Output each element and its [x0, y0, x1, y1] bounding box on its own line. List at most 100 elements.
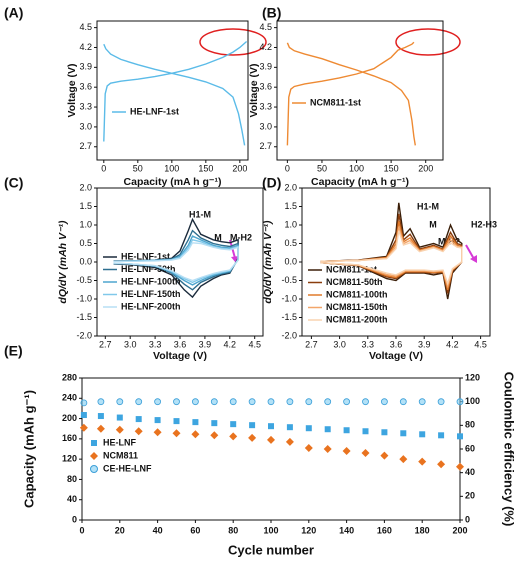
y-tick-label: 4.2: [259, 42, 272, 52]
annotation: M-H2: [230, 232, 252, 242]
panel-label: (C): [4, 175, 23, 191]
annotation: H1-M: [189, 209, 211, 219]
y-tick-label: 3.6: [79, 82, 92, 92]
point: [380, 398, 388, 406]
y-tick-label: 0.0: [284, 256, 297, 266]
x-tick-label: 4.5: [248, 339, 261, 349]
x-tick-label: 2.7: [99, 339, 112, 349]
y-tick-label: 1.5: [79, 201, 92, 211]
data-line: [113, 235, 239, 286]
y2-tick-label: 120: [465, 372, 480, 382]
point: [400, 430, 407, 437]
panel: (A) 0 50 100 150 200 2.7 3.0 3.3 3.6 3.9 4.2 4.5 Capa…: [4, 5, 249, 188]
point: [116, 398, 124, 406]
x-tick-label: 0: [79, 525, 84, 535]
point: [268, 423, 274, 430]
x-tick-label: 4.2: [446, 339, 459, 349]
panel: (D) 2.7 3.0 3.3 3.6 3.9 4.2 4.5 -2.0 -1.5 -1.0 -0.5…: [262, 175, 497, 362]
point: [210, 431, 219, 440]
x-tick-label: 100: [349, 163, 364, 173]
panel-label: (B): [262, 5, 281, 21]
point: [191, 398, 199, 406]
x-tick-label: 80: [228, 525, 238, 535]
x-tick-label: 100: [164, 163, 179, 173]
y-tick-label: 280: [62, 372, 77, 382]
point: [343, 427, 350, 434]
y-tick-label: 0.5: [79, 238, 92, 248]
point: [456, 462, 464, 471]
y2-tick-label: 40: [465, 467, 475, 477]
highlight-ellipse: [395, 28, 461, 56]
point: [135, 398, 143, 406]
point: [324, 426, 331, 433]
data-line: [320, 230, 463, 286]
y-tick-label: -2.0: [76, 330, 92, 340]
point: [116, 414, 123, 421]
point: [399, 455, 408, 464]
x-tick-label: 3.3: [362, 339, 375, 349]
x-tick-label: 3.6: [174, 339, 187, 349]
point: [286, 424, 293, 431]
y-tick-label: 200: [62, 413, 77, 423]
y-tick-label: 1.0: [284, 219, 297, 229]
x-tick-label: 3.0: [333, 339, 346, 349]
x-axis-title: Cycle number: [228, 542, 314, 557]
point: [437, 398, 445, 406]
highlight-ellipse: [199, 28, 267, 56]
y-tick-label: 3.0: [259, 121, 272, 131]
y-tick-label: 3.3: [79, 101, 92, 111]
point: [249, 422, 256, 429]
point: [323, 445, 332, 453]
annotation: M: [214, 232, 222, 242]
y-tick-label: -1.0: [76, 293, 92, 303]
y-tick-label: 3.0: [79, 121, 92, 131]
arrow-head: [231, 256, 239, 263]
point: [173, 418, 180, 425]
x-tick-label: 150: [198, 163, 213, 173]
point: [305, 425, 312, 432]
point: [380, 451, 389, 460]
point: [456, 398, 464, 406]
x-axis-title: Voltage (V): [153, 350, 207, 362]
y-tick-label: -0.5: [281, 275, 297, 285]
legend-label: HE-LNF-150th: [121, 289, 181, 299]
x-tick-label: 4.5: [474, 339, 487, 349]
y-axis-title: dQ/dV (mAh V⁻¹): [262, 220, 274, 304]
point: [229, 432, 238, 441]
point: [286, 398, 294, 406]
y-tick-label: 4.5: [259, 22, 272, 32]
point: [229, 398, 237, 406]
point: [115, 425, 124, 434]
panel: (C) 2.7 3.0 3.3 3.6 3.9 4.2 4.5 -2.0 -1.5 -1.0 -0.5…: [4, 175, 264, 362]
arrow: [465, 244, 475, 260]
y2-axis-title: Coulombic efficiency (%): [502, 372, 517, 527]
point: [342, 447, 351, 456]
point: [248, 433, 257, 442]
legend-label: HE-LNF-1st: [130, 106, 179, 116]
y2-tick-label: 60: [465, 443, 475, 453]
y-tick-label: -1.5: [281, 312, 297, 322]
y-tick-label: 80: [67, 474, 77, 484]
legend-label: NCM811-100th: [326, 289, 388, 299]
plot-frame: [276, 20, 444, 161]
y-tick-label: 3.3: [259, 101, 272, 111]
data-line: [320, 202, 463, 300]
x-tick-label: 3.9: [418, 339, 431, 349]
point: [361, 449, 370, 458]
point: [399, 398, 407, 406]
y-tick-label: -0.5: [76, 275, 92, 285]
annotation: H1-M: [417, 201, 439, 211]
panel-label: (D): [262, 175, 281, 191]
x-tick-label: 180: [415, 525, 430, 535]
x-tick-label: 200: [418, 163, 433, 173]
y2-tick-label: 80: [465, 420, 475, 430]
legend-label: HE-LNF-50th: [121, 264, 176, 274]
legend-label: NCM811-1st: [326, 264, 377, 274]
annotation: M: [429, 219, 437, 229]
panel-label: (A): [4, 5, 23, 21]
x-tick-label: 3.3: [149, 339, 162, 349]
y-tick-label: 2.7: [79, 141, 92, 151]
point: [97, 413, 104, 420]
x-tick-label: 200: [232, 163, 247, 173]
y-tick-label: 240: [62, 393, 77, 403]
